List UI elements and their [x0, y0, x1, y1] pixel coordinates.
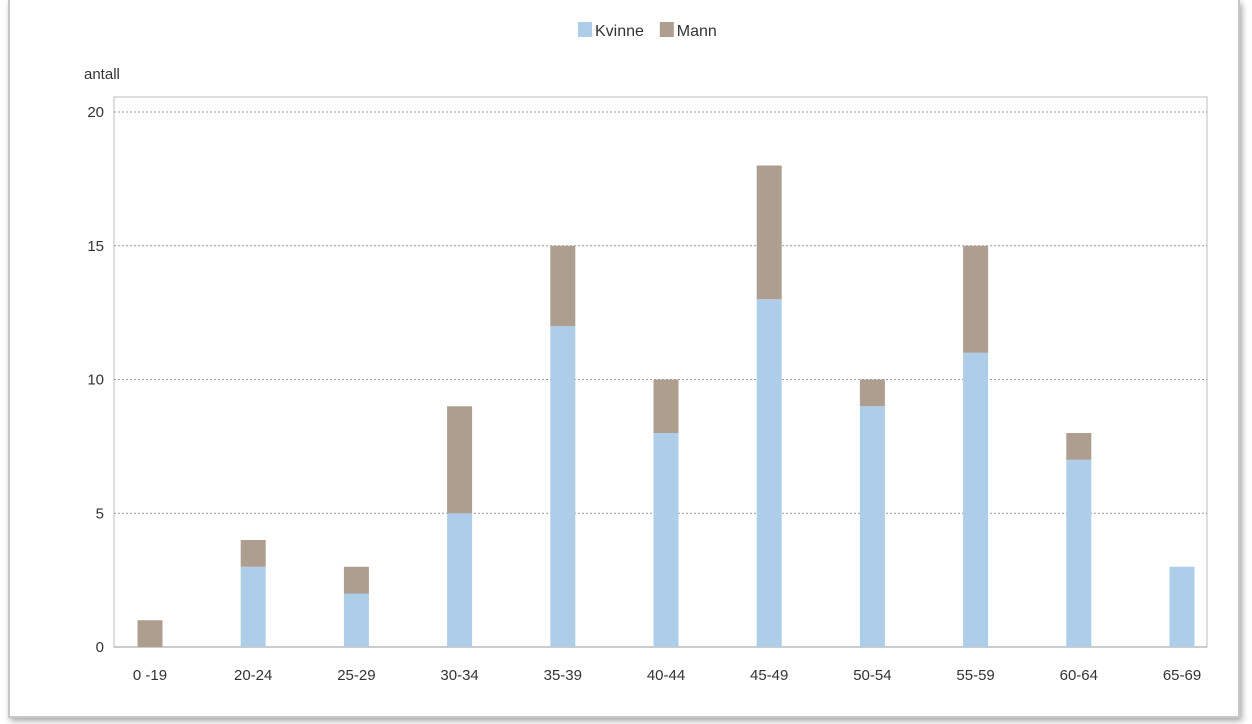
- x-tick-label: 45-49: [750, 667, 788, 684]
- bar-kvinne-30-34: [447, 513, 473, 647]
- x-tick-label: 0 -19: [133, 667, 167, 684]
- y-tick-label: 0: [96, 639, 104, 656]
- x-tick-label: 65-69: [1163, 667, 1201, 684]
- legend-swatch-mann: [659, 22, 674, 37]
- bar-mann-45-49: [756, 165, 782, 300]
- x-tick-label: 55-59: [956, 667, 994, 684]
- bar-mann-40-44: [653, 379, 679, 433]
- bar-kvinne-20-24: [240, 566, 266, 647]
- x-tick-label: 60-64: [1060, 667, 1098, 684]
- chart-frame: Kvinne Mann antall 0 5 10 15 20 0 -19 20-24 25-…: [8, 0, 1240, 718]
- x-tick-label: 25-29: [337, 667, 375, 684]
- bars: [137, 165, 1195, 647]
- bar-kvinne-25-29: [343, 593, 369, 647]
- legend-label-kvinne: Kvinne: [595, 23, 644, 40]
- bar-mann-20-24: [240, 540, 266, 567]
- x-tick-labels: 0 -19 20-24 25-29 30-34 35-39 40-44 45-49 50-54…: [133, 667, 1201, 684]
- x-tick-label: 50-54: [853, 667, 891, 684]
- y-tick-label: 15: [87, 238, 104, 255]
- bar-kvinne-60-64: [1066, 459, 1092, 647]
- bar-mann-0-19: [137, 620, 163, 647]
- bar-mann-55-59: [963, 245, 989, 353]
- bar-kvinne-35-39: [550, 326, 576, 647]
- bar-kvinne-55-59: [963, 352, 989, 647]
- legend-swatch-kvinne: [578, 22, 592, 37]
- x-tick-label: 35-39: [544, 667, 582, 684]
- x-tick-label: 30-34: [440, 667, 478, 684]
- legend-label-mann: Mann: [677, 23, 717, 40]
- bar-mann-25-29: [343, 566, 369, 594]
- bar-mann-35-39: [550, 245, 576, 326]
- bar-kvinne-45-49: [756, 299, 782, 647]
- stacked-bar-chart: Kvinne Mann antall 0 5 10 15 20 0 -19 20-24 25-…: [84, 22, 1208, 684]
- bar-kvinne-65-69: [1169, 566, 1195, 647]
- y-tick-label: 10: [87, 372, 104, 389]
- bar-kvinne-40-44: [653, 433, 679, 647]
- legend: Kvinne Mann: [578, 22, 717, 40]
- bar-mann-30-34: [447, 406, 473, 514]
- bar-mann-60-64: [1066, 433, 1092, 460]
- x-tick-label: 40-44: [647, 667, 685, 684]
- bar-kvinne-50-54: [859, 406, 885, 647]
- x-tick-label: 20-24: [234, 667, 272, 684]
- y-axis-label: antall: [84, 66, 120, 83]
- y-tick-labels: 0 5 10 15 20: [87, 104, 104, 656]
- y-tick-label: 20: [87, 104, 104, 121]
- y-tick-label: 5: [96, 505, 104, 522]
- bar-mann-50-54: [859, 379, 885, 407]
